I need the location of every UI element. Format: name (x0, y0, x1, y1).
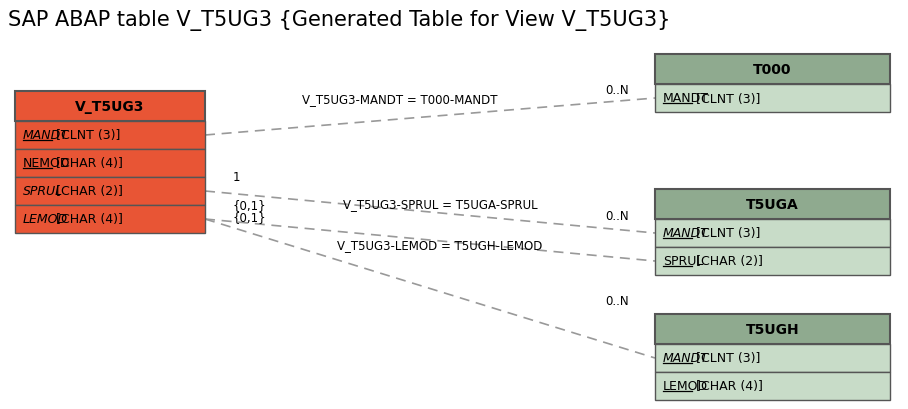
FancyBboxPatch shape (655, 372, 890, 400)
FancyBboxPatch shape (655, 247, 890, 275)
Text: 1: 1 (233, 171, 241, 184)
FancyBboxPatch shape (655, 220, 890, 247)
FancyBboxPatch shape (655, 314, 890, 344)
Text: [CHAR (4)]: [CHAR (4)] (52, 157, 123, 170)
Text: 0..N: 0..N (606, 84, 629, 97)
Text: [CHAR (2)]: [CHAR (2)] (52, 185, 123, 198)
FancyBboxPatch shape (15, 122, 205, 150)
FancyBboxPatch shape (15, 178, 205, 205)
FancyBboxPatch shape (15, 150, 205, 178)
Text: T5UGH: T5UGH (745, 322, 799, 336)
Text: V_T5UG3-MANDT = T000-MANDT: V_T5UG3-MANDT = T000-MANDT (302, 93, 498, 106)
FancyBboxPatch shape (655, 55, 890, 85)
Text: LEMOD: LEMOD (23, 213, 68, 226)
Text: {0,1}: {0,1} (233, 199, 267, 212)
Text: SAP ABAP table V_T5UG3 {Generated Table for View V_T5UG3}: SAP ABAP table V_T5UG3 {Generated Table … (8, 10, 670, 31)
Text: [CHAR (4)]: [CHAR (4)] (692, 380, 763, 393)
FancyBboxPatch shape (655, 85, 890, 113)
Text: V_T5UG3: V_T5UG3 (75, 100, 144, 114)
Text: MANDT: MANDT (663, 92, 709, 105)
Text: T000: T000 (754, 63, 792, 77)
Text: {0,1}: {0,1} (233, 211, 267, 224)
Text: MANDT: MANDT (663, 352, 709, 364)
Text: NEMOD: NEMOD (23, 157, 71, 170)
Text: 0..N: 0..N (606, 210, 629, 223)
Text: [CHAR (2)]: [CHAR (2)] (692, 255, 763, 268)
Text: SPRUL: SPRUL (23, 185, 64, 198)
Text: 0..N: 0..N (606, 294, 629, 307)
Text: SPRUL: SPRUL (663, 255, 704, 268)
Text: V_T5UG3-SPRUL = T5UGA-SPRUL: V_T5UG3-SPRUL = T5UGA-SPRUL (342, 198, 538, 211)
Text: T5UGA: T5UGA (746, 198, 799, 211)
Text: [CLNT (3)]: [CLNT (3)] (692, 352, 760, 364)
Text: [CLNT (3)]: [CLNT (3)] (692, 92, 760, 105)
FancyBboxPatch shape (15, 205, 205, 234)
FancyBboxPatch shape (655, 189, 890, 220)
Text: [CLNT (3)]: [CLNT (3)] (692, 227, 760, 240)
Text: LEMOD: LEMOD (663, 380, 708, 393)
FancyBboxPatch shape (15, 92, 205, 122)
Text: MANDT: MANDT (23, 129, 69, 142)
Text: [CLNT (3)]: [CLNT (3)] (52, 129, 121, 142)
Text: V_T5UG3-LEMOD = T5UGH-LEMOD: V_T5UG3-LEMOD = T5UGH-LEMOD (337, 239, 543, 252)
FancyBboxPatch shape (655, 344, 890, 372)
Text: [CHAR (4)]: [CHAR (4)] (52, 213, 123, 226)
Text: MANDT: MANDT (663, 227, 709, 240)
